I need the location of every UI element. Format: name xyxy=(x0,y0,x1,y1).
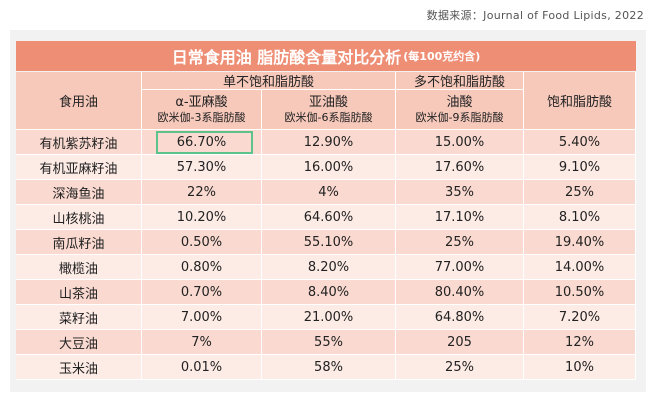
cell-linoleic: 55% xyxy=(262,330,396,355)
table-title: 日常食用油 脂肪酸含量对比分析 (每100克约含) xyxy=(16,41,636,71)
cell-linoleic: 4% xyxy=(262,180,396,205)
row-oil-name: 菜籽油 xyxy=(16,305,142,330)
cell-oleic: 15.00% xyxy=(396,130,524,155)
cell-saturated: 19.40% xyxy=(524,230,636,255)
header-alpha-sub: 欧米伽-3系脂肪酸 xyxy=(157,110,246,124)
cell-oleic: 17.10% xyxy=(396,205,524,230)
cell-saturated: 10.50% xyxy=(524,280,636,305)
header-oleic-label: 油酸 xyxy=(446,94,473,110)
header-alpha: α-亚麻酸 欧米伽-3系脂肪酸 xyxy=(142,90,262,130)
fatty-acid-table: 食用油 单不饱和脂肪酸 多不饱和脂肪酸 饱和脂肪酸 α-亚麻酸 欧米伽-3系脂肪… xyxy=(16,72,636,380)
cell-linoleic: 55.10% xyxy=(262,230,396,255)
row-oil-name: 有机紫苏籽油 xyxy=(16,130,142,155)
source-citation: 数据来源：Journal of Food Lipids, 2022 xyxy=(426,9,644,22)
cell-linoleic: 8.20% xyxy=(262,255,396,280)
cell-alpha: 0.70% xyxy=(142,280,262,305)
header-linoleic: 亚油酸 欧米伽-6系脂肪酸 xyxy=(262,90,396,130)
cell-saturated: 9.10% xyxy=(524,155,636,180)
header-saturated: 饱和脂肪酸 xyxy=(524,72,636,130)
header-poly-group: 多不饱和脂肪酸 xyxy=(396,72,524,90)
cell-alpha: 22% xyxy=(142,180,262,205)
table-title-main: 日常食用油 脂肪酸含量对比分析 xyxy=(171,48,402,67)
cell-alpha: 0.80% xyxy=(142,255,262,280)
cell-oleic: 80.40% xyxy=(396,280,524,305)
cell-saturated: 12% xyxy=(524,330,636,355)
cell-oleic: 205 xyxy=(396,330,524,355)
header-oil: 食用油 xyxy=(16,72,142,130)
row-oil-name: 深海鱼油 xyxy=(16,180,142,205)
row-oil-name: 玉米油 xyxy=(16,355,142,380)
cell-oleic: 77.00% xyxy=(396,255,524,280)
cell-saturated: 14.00% xyxy=(524,255,636,280)
cell-linoleic: 16.00% xyxy=(262,155,396,180)
row-oil-name: 山核桃油 xyxy=(16,205,142,230)
cell-saturated: 5.40% xyxy=(524,130,636,155)
row-oil-name: 山茶油 xyxy=(16,280,142,305)
header-oleic-sub: 欧米伽-9系脂肪酸 xyxy=(415,110,504,124)
header-linoleic-sub: 欧米伽-6系脂肪酸 xyxy=(284,110,373,124)
cell-linoleic: 58% xyxy=(262,355,396,380)
cell-saturated: 10% xyxy=(524,355,636,380)
cell-linoleic: 8.40% xyxy=(262,280,396,305)
table-title-sub: (每100克约含) xyxy=(403,50,481,63)
cell-oleic: 64.80% xyxy=(396,305,524,330)
row-oil-name: 有机亚麻籽油 xyxy=(16,155,142,180)
row-oil-name: 南瓜籽油 xyxy=(16,230,142,255)
cell-alpha: 57.30% xyxy=(142,155,262,180)
cell-alpha: 0.01% xyxy=(142,355,262,380)
cell-oleic: 25% xyxy=(396,355,524,380)
cell-linoleic: 12.90% xyxy=(262,130,396,155)
header-mono-group: 单不饱和脂肪酸 xyxy=(142,72,396,90)
cell-alpha: 66.70% xyxy=(142,130,262,155)
cell-linoleic: 64.60% xyxy=(262,205,396,230)
header-alpha-label: α-亚麻酸 xyxy=(175,94,228,110)
cell-saturated: 7.20% xyxy=(524,305,636,330)
cell-alpha: 0.50% xyxy=(142,230,262,255)
header-linoleic-label: 亚油酸 xyxy=(308,94,348,110)
row-oil-name: 大豆油 xyxy=(16,330,142,355)
row-oil-name: 橄榄油 xyxy=(16,255,142,280)
header-oleic: 油酸 欧米伽-9系脂肪酸 xyxy=(396,90,524,130)
cell-linoleic: 21.00% xyxy=(262,305,396,330)
cell-alpha: 7% xyxy=(142,330,262,355)
cell-oleic: 25% xyxy=(396,230,524,255)
cell-oleic: 17.60% xyxy=(396,155,524,180)
cell-alpha: 10.20% xyxy=(142,205,262,230)
cell-alpha: 7.00% xyxy=(142,305,262,330)
cell-saturated: 8.10% xyxy=(524,205,636,230)
cell-saturated: 25% xyxy=(524,180,636,205)
cell-oleic: 35% xyxy=(396,180,524,205)
